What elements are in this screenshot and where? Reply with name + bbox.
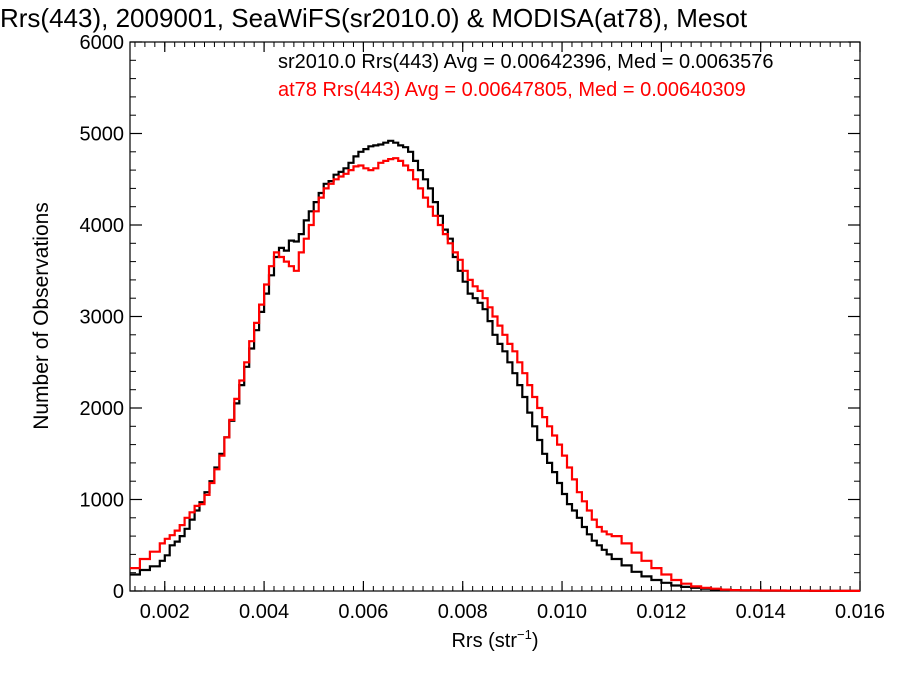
stats-annotation-red: at78 Rrs(443) Avg = 0.00647805, Med = 0.… [278, 79, 746, 101]
x-tick-label: 0.006 [338, 601, 388, 623]
x-tick-label: 0.010 [537, 601, 587, 623]
x-tick-label: 0.016 [835, 601, 885, 623]
y-axis-minor-ticks [130, 59, 860, 574]
x-tick-label: 0.014 [736, 601, 786, 623]
svg-text:Rrs (str−1): Rrs (str−1) [451, 627, 538, 652]
chart-title: Rrs(443), 2009001, SeaWiFS(sr2010.0) & M… [0, 3, 748, 33]
series-at78-line [130, 157, 860, 592]
x-axis-ticks: 0.002 0.004 0.006 0.008 0.010 0.012 0.014 0.016 [140, 42, 885, 623]
stats-annotation-black: sr2010.0 Rrs(443) Avg = 0.00642396, Med … [278, 51, 774, 73]
x-tick-label: 0.004 [239, 601, 289, 623]
y-tick-label: 4000 [80, 215, 125, 237]
plot-area: 0.002 0.004 0.006 0.008 0.010 0.012 0.014 0.016… [80, 32, 886, 623]
x-axis-label: Rrs (str−1) [451, 627, 538, 652]
series-sr2010-line [130, 139, 860, 592]
series-layer [130, 139, 860, 592]
y-tick-label: 2000 [80, 398, 125, 420]
y-tick-label: 5000 [80, 124, 125, 146]
y-axis-ticks: 0 1000 2000 3000 4000 5000 6000 [80, 32, 860, 603]
x-axis-label-close: ) [532, 630, 539, 652]
stats-annotations: sr2010.0 Rrs(443) Avg = 0.00642396, Med … [278, 51, 774, 101]
x-tick-label: 0.002 [140, 601, 190, 623]
x-axis-label-text: Rrs (str [451, 630, 517, 652]
y-tick-label: 1000 [80, 490, 125, 512]
x-tick-label: 0.012 [636, 601, 686, 623]
y-tick-label: 0 [113, 581, 124, 603]
y-tick-label: 3000 [80, 307, 125, 329]
x-tick-label: 0.008 [438, 601, 488, 623]
y-tick-label: 6000 [80, 32, 125, 54]
x-axis-label-superscript: −1 [517, 627, 532, 642]
y-axis-label: Number of Observations [30, 202, 53, 430]
